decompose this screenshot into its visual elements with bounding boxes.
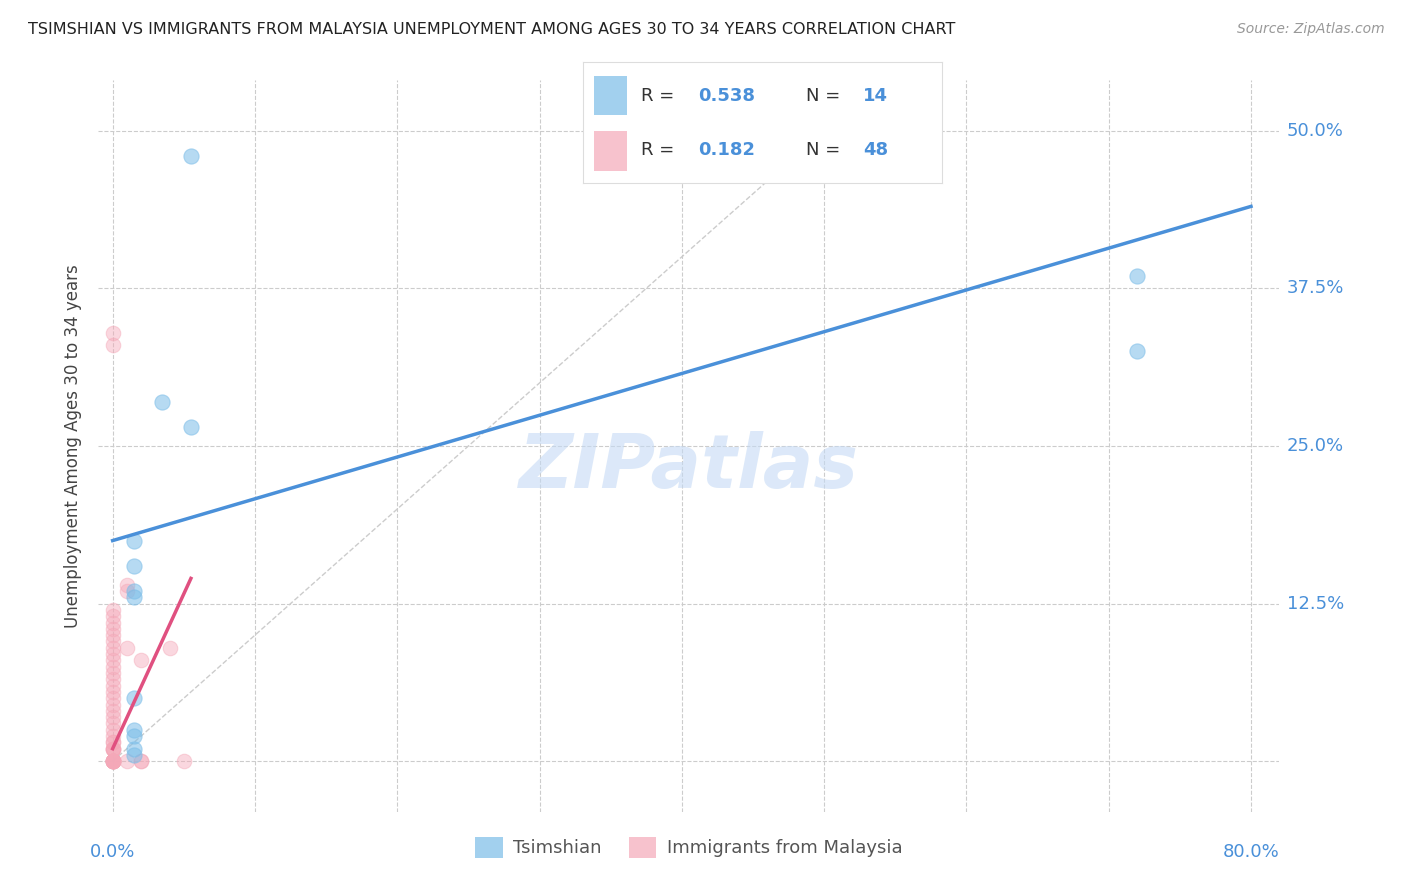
Point (101, 628, 124, 642)
Bar (595, 131, 627, 171)
Point (101, 622, 124, 636)
Point (115, 754, 138, 768)
Point (129, 754, 152, 768)
Point (101, 741, 124, 756)
Point (115, 584, 138, 599)
Point (122, 723, 145, 737)
Text: 80.0%: 80.0% (1223, 843, 1279, 862)
Point (122, 741, 145, 756)
Point (101, 754, 124, 768)
Point (101, 754, 124, 768)
Point (122, 591, 145, 605)
Point (101, 716, 124, 731)
Point (101, 665, 124, 680)
Point (101, 741, 124, 756)
Point (101, 754, 124, 768)
Point (101, 754, 124, 768)
Point (122, 729, 145, 743)
Point (101, 741, 124, 756)
Point (101, 673, 124, 687)
Text: N =: N = (806, 141, 839, 159)
Point (101, 640, 124, 655)
Text: 50.0%: 50.0% (1286, 121, 1344, 140)
Point (101, 603, 124, 617)
Point (115, 640, 138, 655)
Point (101, 754, 124, 768)
Point (101, 735, 124, 749)
Point (159, 640, 181, 655)
Text: 0.182: 0.182 (699, 141, 755, 159)
Point (122, 747, 145, 762)
Point (101, 698, 124, 712)
Point (101, 754, 124, 768)
Point (129, 754, 152, 768)
Point (101, 679, 124, 693)
Point (101, 338, 124, 352)
Text: ZIPatlas: ZIPatlas (519, 432, 859, 505)
Point (1126, 344, 1149, 359)
Point (101, 691, 124, 706)
Point (129, 653, 152, 667)
Point (101, 754, 124, 768)
Point (101, 723, 124, 737)
Point (101, 754, 124, 768)
Point (101, 653, 124, 667)
Text: N =: N = (806, 87, 839, 104)
Bar (595, 76, 627, 115)
Point (101, 710, 124, 724)
Point (101, 609, 124, 624)
Point (101, 754, 124, 768)
Point (101, 735, 124, 749)
Text: Source: ZipAtlas.com: Source: ZipAtlas.com (1237, 22, 1385, 37)
Text: 37.5%: 37.5% (1286, 279, 1344, 297)
Point (101, 741, 124, 756)
Point (101, 326, 124, 340)
Text: 48: 48 (863, 141, 889, 159)
Text: 0.0%: 0.0% (90, 843, 135, 862)
Text: TSIMSHIAN VS IMMIGRANTS FROM MALAYSIA UNEMPLOYMENT AMONG AGES 30 TO 34 YEARS COR: TSIMSHIAN VS IMMIGRANTS FROM MALAYSIA UN… (28, 22, 956, 37)
Point (152, 395, 174, 409)
Point (101, 659, 124, 673)
Point (101, 647, 124, 661)
Point (122, 691, 145, 706)
Point (101, 615, 124, 630)
Point (101, 685, 124, 699)
Point (101, 754, 124, 768)
Point (122, 533, 145, 548)
Point (101, 704, 124, 718)
Point (101, 729, 124, 743)
Point (1126, 268, 1149, 283)
Text: R =: R = (641, 141, 673, 159)
Legend: Tsimshian, Immigrants from Malaysia: Tsimshian, Immigrants from Malaysia (468, 830, 910, 865)
Point (173, 754, 195, 768)
Point (122, 558, 145, 573)
Text: 25.0%: 25.0% (1286, 437, 1344, 455)
Point (115, 578, 138, 592)
Text: 12.5%: 12.5% (1286, 595, 1344, 613)
Text: 14: 14 (863, 87, 889, 104)
Text: 0.538: 0.538 (699, 87, 755, 104)
Point (180, 420, 202, 434)
Y-axis label: Unemployment Among Ages 30 to 34 years: Unemployment Among Ages 30 to 34 years (65, 264, 83, 628)
Text: R =: R = (641, 87, 673, 104)
Point (180, 149, 202, 163)
Point (122, 584, 145, 599)
Point (101, 634, 124, 648)
